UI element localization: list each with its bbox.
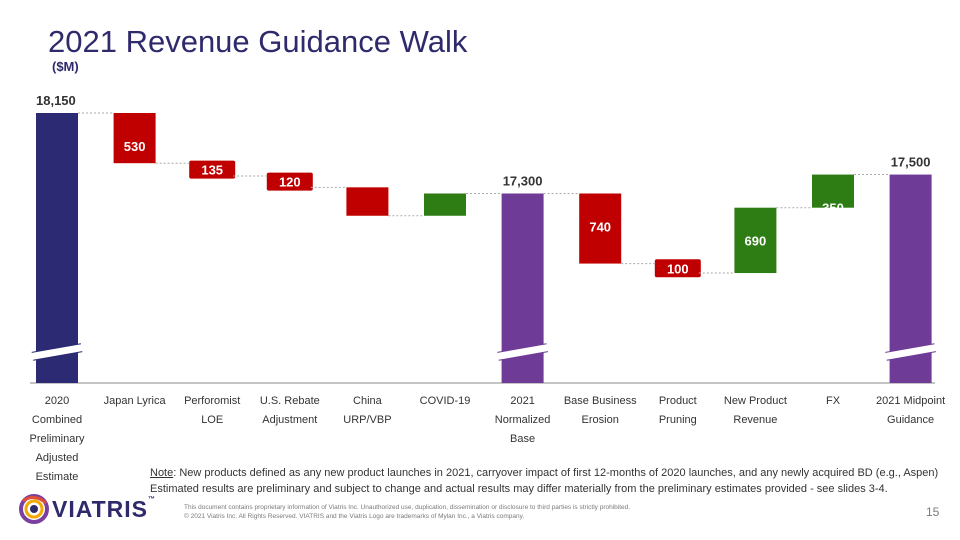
category-label-6-2: Base — [510, 433, 535, 445]
viatris-logo-icon — [19, 494, 49, 524]
axis-break-11 — [885, 343, 936, 361]
value-label-10: 350 — [822, 201, 844, 216]
value-tag-2 — [189, 160, 236, 179]
value-label-5: 235 — [434, 219, 456, 234]
axis-break-line-a-11 — [885, 343, 935, 353]
value-label-7: 740 — [589, 219, 611, 234]
value-label-6: 17,300 — [503, 173, 543, 188]
page-number: 15 — [926, 505, 940, 519]
bar-4 — [346, 187, 389, 216]
bar-1 — [113, 113, 156, 164]
category-label-7-1: Erosion — [582, 414, 619, 426]
value-label-1: 530 — [124, 139, 146, 154]
category-label-5-0: COVID-19 — [420, 395, 471, 407]
footnote: Note: New products defined as any new pr… — [150, 465, 938, 497]
axis-break-6 — [497, 343, 548, 361]
category-label-9-0: New Product — [724, 395, 787, 407]
bar-0 — [36, 113, 78, 383]
value-label-11: 17,500 — [891, 155, 931, 170]
value-label-3: 120 — [279, 175, 301, 190]
category-label-11-1: Guidance — [887, 414, 934, 426]
axis-break-line-a-0 — [31, 343, 82, 353]
category-label-10-0: FX — [826, 395, 841, 407]
axis-break-line-b-6 — [498, 351, 549, 361]
category-label-4-1: URP/VBP — [343, 414, 391, 426]
value-label-2: 135 — [201, 163, 223, 178]
category-label-9-1: Revenue — [733, 414, 777, 426]
bar-9 — [734, 207, 777, 274]
category-label-7-0: Base Business — [564, 395, 637, 407]
category-label-8-1: Pruning — [659, 414, 697, 426]
value-tag-3 — [266, 172, 313, 191]
value-label-4: 300 — [357, 213, 379, 228]
value-tag-8 — [654, 259, 701, 278]
estimate-disclaimer: Estimated results are preliminary and su… — [150, 483, 888, 495]
axis-break-0 — [31, 343, 83, 361]
slide-title: 2021 Revenue Guidance Walk — [48, 24, 468, 59]
bar-5 — [424, 193, 466, 216]
category-label-6-0: 2021 — [510, 395, 534, 407]
category-label-11-0: 2021 Midpoint — [876, 395, 945, 407]
category-label-0-3: Adjusted — [36, 452, 79, 464]
logo-trademark: ™ — [148, 496, 157, 503]
legal-notice: This document contains proprietary infor… — [184, 504, 630, 521]
axis-break-line-a-6 — [497, 343, 547, 353]
axis-break-line-b-11 — [886, 351, 937, 361]
legal-line-1: This document contains proprietary infor… — [184, 504, 631, 511]
value-label-9: 690 — [745, 234, 767, 249]
category-label-0-2: Preliminary — [29, 433, 85, 445]
value-label-0: 18,150 — [36, 93, 76, 108]
value-label-8: 100 — [667, 261, 689, 276]
legal-line-2: © 2021 Viatris Inc. All Rights Reserved.… — [184, 512, 525, 520]
category-label-3-0: U.S. Rebate — [260, 395, 320, 407]
bar-7 — [579, 193, 622, 264]
logo-text: VIATRIS — [52, 496, 149, 522]
category-label-0-0: 2020 — [45, 395, 69, 407]
category-label-2-1: LOE — [201, 414, 223, 426]
category-label-8-0: Product — [659, 395, 697, 407]
category-label-1-0: Japan Lyrica — [104, 395, 167, 407]
note-prefix: Note — [150, 467, 174, 479]
category-label-0-1: Combined — [32, 414, 82, 426]
logo-wordmark: VIATRIS™ — [52, 496, 156, 523]
bar-10 — [812, 174, 854, 208]
category-label-3-1: Adjustment — [262, 414, 317, 426]
category-label-4-0: China — [353, 395, 383, 407]
unit-label: ($M) — [52, 59, 79, 74]
category-label-0-4: Estimate — [36, 471, 79, 480]
note-text: : New products defined as any new produc… — [173, 467, 939, 479]
waterfall-chart: 18,150 2020 Combined Preliminary Adjusted Est… — [29, 93, 945, 480]
category-label-2-0: Perforomist — [184, 395, 240, 407]
category-label-6-1: Normalized — [495, 414, 551, 426]
axis-break-line-b-0 — [32, 351, 83, 361]
